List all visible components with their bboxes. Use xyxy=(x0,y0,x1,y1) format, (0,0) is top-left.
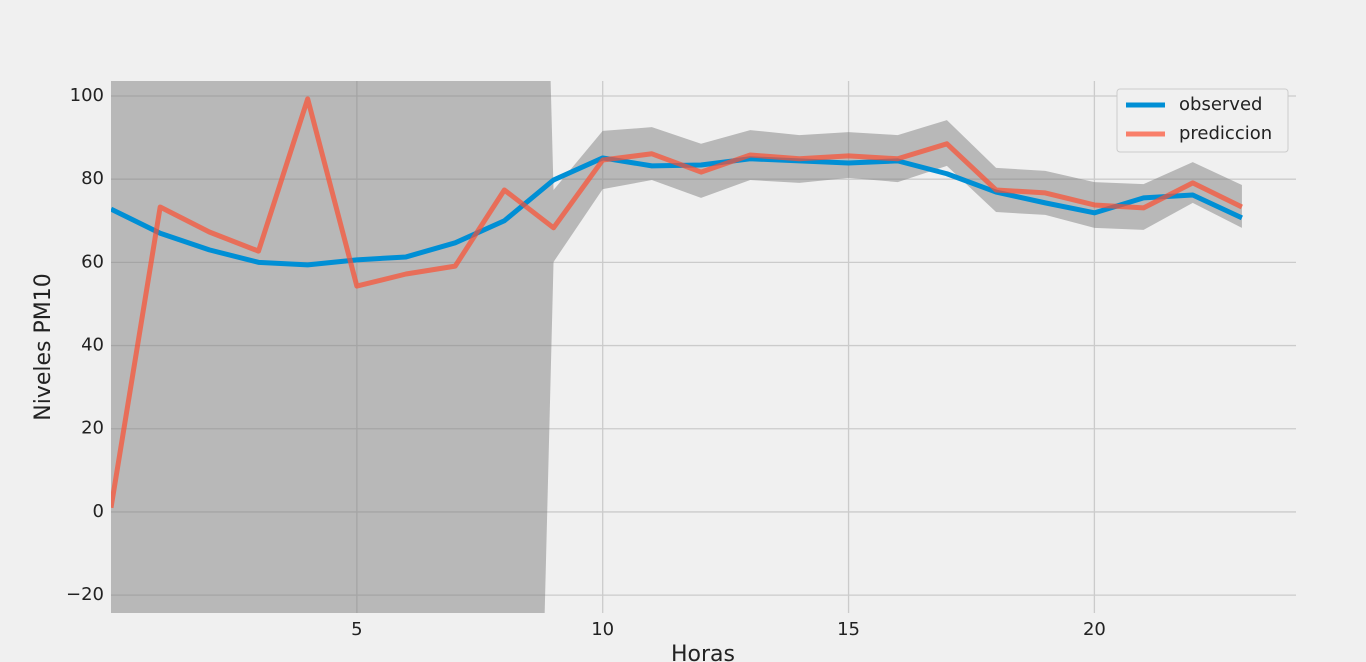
tick-labels: −20 0 20 40 60 80 100 5 10 15 20 xyxy=(66,85,1106,640)
legend-label: prediccion xyxy=(1179,123,1272,144)
y-tick-label: 40 xyxy=(81,335,104,356)
y-tick-label: −20 xyxy=(66,584,104,605)
legend-label: observed xyxy=(1179,94,1262,115)
series-line xyxy=(111,96,1244,509)
x-tick-label: 15 xyxy=(837,619,860,640)
x-tick-label: 10 xyxy=(591,619,614,640)
y-tick-label: 0 xyxy=(93,501,104,522)
y-axis-label: Niveles PM10 xyxy=(31,273,56,420)
plot-area xyxy=(111,81,1244,613)
legend: observed prediccion xyxy=(1116,88,1289,153)
y-tick-label: 60 xyxy=(81,251,104,272)
x-tick-label: 20 xyxy=(1083,619,1106,640)
y-tick-label: 80 xyxy=(81,168,104,189)
y-tick-label: 100 xyxy=(70,85,104,106)
confidence-band xyxy=(111,81,1242,613)
x-axis-label: Horas xyxy=(671,642,735,662)
x-tick-label: 5 xyxy=(351,619,362,640)
y-tick-label: 20 xyxy=(81,418,104,439)
